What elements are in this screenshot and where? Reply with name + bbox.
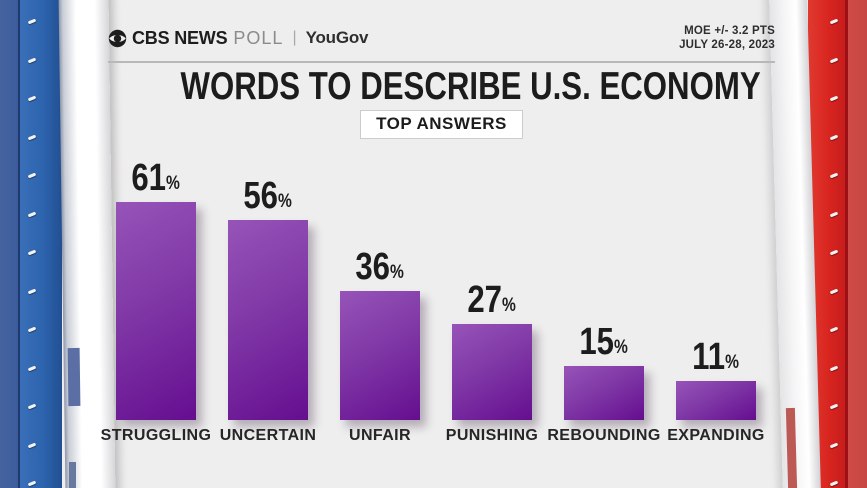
- category-label: UNCERTAIN: [220, 427, 316, 445]
- logo-cbs-news: CBS NEWS: [132, 27, 228, 48]
- logo-yougov: YouGov: [305, 28, 369, 48]
- bar-column: 11%: [676, 335, 756, 420]
- moe-note: MOE +/- 3.2 PTS JULY 26-28, 2023: [679, 24, 775, 53]
- badge-row: TOP ANSWERS: [108, 109, 775, 139]
- category-label-text: STRUGGLING: [100, 427, 212, 444]
- percent-sign: %: [278, 190, 293, 212]
- header-divider: [108, 60, 775, 63]
- bar-chart: 61% 56% 36% 27% 15% 11%: [116, 140, 756, 420]
- bar: [452, 324, 532, 420]
- left-white-strip: [58, 0, 116, 488]
- date-line: JULY 26-28, 2023: [679, 39, 775, 52]
- value-number: 15: [579, 320, 615, 363]
- right-red-outer-band: [848, 0, 867, 488]
- category-label: STRUGGLING: [101, 427, 211, 445]
- value-number: 11: [692, 335, 726, 378]
- cbs-news-poll-logo: CBS NEWS POLL | YouGov: [108, 27, 369, 49]
- value-label: 56%: [243, 174, 293, 217]
- value-number: 27: [467, 278, 503, 321]
- category-label: UNFAIR: [340, 427, 420, 445]
- percent-sign: %: [725, 351, 740, 373]
- bar-column: 61%: [116, 156, 196, 420]
- bar-column: 56%: [228, 174, 308, 420]
- value-number: 61: [131, 156, 167, 199]
- bar-chart-labels: STRUGGLING UNCERTAIN UNFAIR PUNISHING REBOUN…: [101, 427, 765, 445]
- percent-sign: %: [502, 294, 517, 316]
- moe-line: MOE +/- 3.2 PTS: [684, 25, 775, 37]
- percent-sign: %: [166, 172, 181, 194]
- left-blue-tab: [67, 347, 81, 407]
- left-blue-outer-band: [0, 0, 20, 488]
- value-number: 36: [355, 245, 391, 288]
- value-number: 56: [243, 174, 279, 217]
- top-answers-badge: TOP ANSWERS: [360, 109, 523, 139]
- left-blue-sliver: [69, 462, 76, 488]
- page-title: WORDS TO DESCRIBE U.S. ECONOMY: [108, 67, 775, 106]
- bar: [116, 202, 196, 420]
- bar: [564, 366, 644, 420]
- category-label: EXPANDING: [667, 427, 764, 445]
- cbs-eye-icon: [108, 29, 127, 48]
- right-red-line: [845, 0, 848, 488]
- value-label: 11%: [692, 335, 740, 378]
- bar-column: 27%: [452, 278, 532, 420]
- value-label: 27%: [467, 278, 517, 321]
- logo-poll: POLL: [233, 27, 284, 48]
- category-label-text: REBOUNDING: [547, 427, 661, 444]
- bar: [340, 291, 420, 420]
- category-label-text: UNCERTAIN: [219, 427, 317, 444]
- bar-column: 36%: [340, 245, 420, 420]
- logo-separator: |: [292, 29, 297, 47]
- value-label: 36%: [355, 245, 405, 288]
- category-label: PUNISHING: [446, 427, 538, 445]
- value-label: 61%: [131, 156, 181, 199]
- bar: [228, 220, 308, 420]
- content-area: CBS NEWS POLL | YouGov MOE +/- 3.2 PTS J…: [101, 0, 775, 488]
- percent-sign: %: [614, 336, 629, 358]
- value-label: 15%: [579, 320, 629, 363]
- left-blue-band: [20, 0, 62, 488]
- category-label-text: PUNISHING: [445, 427, 539, 444]
- header-row: CBS NEWS POLL | YouGov MOE +/- 3.2 PTS J…: [108, 0, 775, 53]
- bar: [676, 381, 756, 420]
- category-label: REBOUNDING: [547, 427, 660, 445]
- category-label-text: EXPANDING: [667, 427, 765, 444]
- percent-sign: %: [390, 261, 405, 283]
- page-title-text: WORDS TO DESCRIBE U.S. ECONOMY: [180, 64, 761, 108]
- bar-column: 15%: [564, 320, 644, 420]
- category-label-text: UNFAIR: [349, 427, 411, 444]
